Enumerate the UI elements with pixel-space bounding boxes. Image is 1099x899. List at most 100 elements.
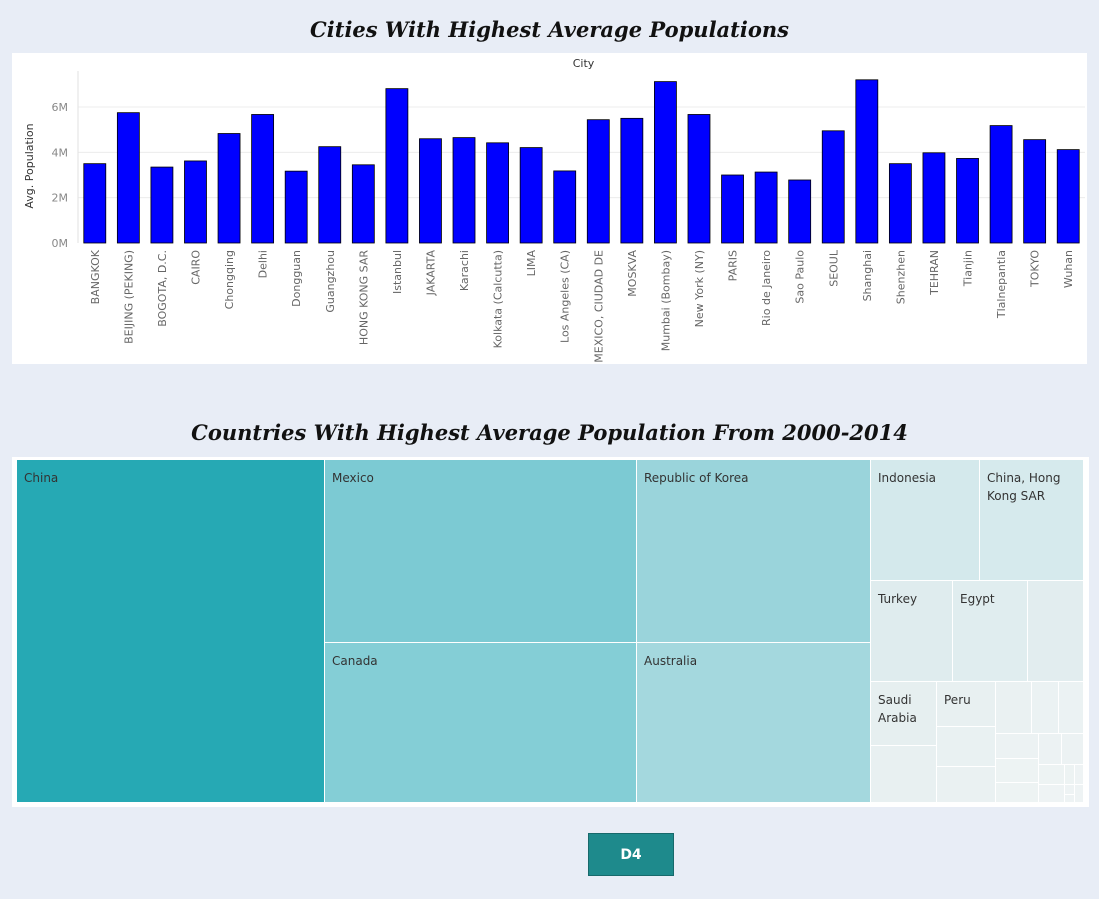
y-tick-label: 0M [52, 237, 69, 250]
x-tick-label: Shenzhen [894, 250, 907, 304]
x-tick-label: HONG KONG SAR [357, 250, 370, 345]
treemap-panel: China Mexico Canada Republic of Korea Austra… [12, 457, 1089, 807]
y-tick-label: 2M [52, 192, 69, 205]
bar [452, 137, 476, 244]
treemap-cell[interactable] [1065, 785, 1075, 795]
treemap-cell[interactable]: Saudi Arabia [871, 682, 937, 746]
bar [586, 119, 610, 244]
x-tick-label: Kolkata (Calcutta) [492, 250, 505, 348]
x-tick-label: MOSKVA [626, 250, 639, 297]
dashboard-tab-d4[interactable]: D4 [588, 833, 674, 876]
x-tick-label: Istanbul [391, 250, 404, 294]
treemap-cell-label: Saudi Arabia [878, 693, 917, 725]
bar [888, 163, 912, 244]
bar [1056, 149, 1080, 244]
treemap-cell[interactable] [1062, 734, 1084, 765]
x-tick-label: Rio de Janeiro [760, 250, 773, 326]
treemap-cell-label: Australia [644, 654, 698, 668]
x-tick-label: New York (NY) [693, 250, 706, 327]
bar [184, 160, 207, 244]
treemap-cell[interactable] [871, 746, 937, 803]
treemap-cell[interactable] [1032, 682, 1059, 734]
treemap-cell-label: China, Hong Kong SAR [987, 471, 1061, 503]
bar [385, 88, 409, 244]
treemap-cell[interactable]: Canada [325, 643, 637, 803]
bar [83, 163, 107, 244]
treemap-cell-label: Canada [332, 654, 378, 668]
bar [486, 142, 509, 244]
x-tick-label: TOKYO [1029, 250, 1042, 288]
bar [654, 81, 677, 244]
bar [721, 174, 744, 244]
treemap-cell[interactable] [1065, 765, 1075, 785]
bar [217, 133, 241, 244]
treemap-cell[interactable] [937, 767, 996, 803]
bar [519, 147, 543, 244]
treemap-cell[interactable] [937, 727, 996, 767]
y-axis-label: Avg. Population [23, 123, 36, 208]
bar [284, 170, 308, 244]
treemap-cell[interactable]: Egypt [953, 581, 1028, 682]
treemap-cell[interactable] [1059, 682, 1084, 734]
x-tick-label: Chongqing [223, 250, 236, 309]
treemap-cell-label: Peru [944, 693, 971, 707]
x-tick-label: Los Angeles (CA) [559, 250, 572, 343]
x-tick-label: BANGKOK [89, 249, 102, 304]
treemap-cell[interactable] [996, 734, 1039, 759]
x-tick-label: Dongguan [290, 250, 303, 307]
x-tick-label: Guangzhou [324, 250, 337, 313]
x-tick-label: MEXICO, CIUDAD DE [592, 250, 605, 363]
x-tick-label: SEOUL [827, 249, 840, 287]
x-tick-label: PARIS [727, 250, 740, 281]
treemap-cell[interactable] [1039, 765, 1065, 785]
treemap-title: Countries With Highest Average Populatio… [191, 420, 908, 445]
treemap-cell[interactable] [1039, 785, 1065, 803]
x-tick-label: BEIJING (PEKING) [122, 250, 135, 344]
treemap-cell[interactable]: China, Hong Kong SAR [980, 460, 1084, 581]
treemap-cell[interactable]: Mexico [325, 460, 637, 643]
treemap-cell[interactable] [996, 759, 1039, 783]
bar [956, 158, 979, 244]
bar [351, 164, 375, 244]
treemap-cell[interactable] [1028, 581, 1084, 682]
treemap-cell[interactable] [1075, 785, 1084, 803]
treemap-cell[interactable] [1075, 765, 1084, 785]
bar [821, 130, 845, 244]
treemap-cell[interactable]: Australia [637, 643, 871, 803]
bar [989, 125, 1013, 244]
x-tick-label: JAKARTA [424, 250, 437, 297]
treemap-cell[interactable]: Turkey [871, 581, 953, 682]
treemap-cell[interactable]: Republic of Korea [637, 460, 871, 643]
bar [251, 114, 275, 244]
x-tick-label: Mumbai (Bombay) [659, 250, 672, 351]
treemap-cell-label: Republic of Korea [644, 471, 749, 485]
x-tick-label: BOGOTA, D.C. [156, 250, 169, 327]
bar [318, 146, 342, 244]
x-tick-label: Delhi [257, 250, 270, 278]
bar-chart-panel: City 0M 2M 4M 6M Avg. Population BANGKOK BEIJIN… [12, 53, 1087, 364]
bar [150, 166, 174, 244]
bar [620, 117, 644, 244]
x-axis-header: City [573, 57, 595, 70]
treemap-cell[interactable] [996, 682, 1032, 734]
bar [754, 171, 778, 244]
bar [855, 79, 879, 244]
treemap-cell-label: Egypt [960, 592, 995, 606]
x-tick-label: Shanghai [861, 250, 874, 301]
bar [553, 170, 577, 244]
x-tick-label: CAIRO [189, 250, 202, 285]
bar [687, 114, 711, 244]
treemap-cell-label: Turkey [878, 592, 918, 606]
bar-chart-title: Cities With Highest Average Populations [310, 17, 789, 42]
treemap-cell[interactable]: China [17, 460, 325, 803]
y-tick-label: 4M [52, 146, 69, 159]
y-tick-label: 6M [52, 101, 69, 114]
treemap-cell[interactable] [1065, 795, 1075, 803]
treemap-cell[interactable] [1039, 734, 1062, 765]
x-tick-label: LIMA [525, 250, 538, 277]
treemap-cell[interactable] [996, 783, 1039, 803]
x-tick-label: Sao Paulo [794, 250, 807, 304]
bar [419, 138, 442, 244]
treemap-cell[interactable]: Peru [937, 682, 996, 727]
treemap-cell[interactable]: Indonesia [871, 460, 980, 581]
